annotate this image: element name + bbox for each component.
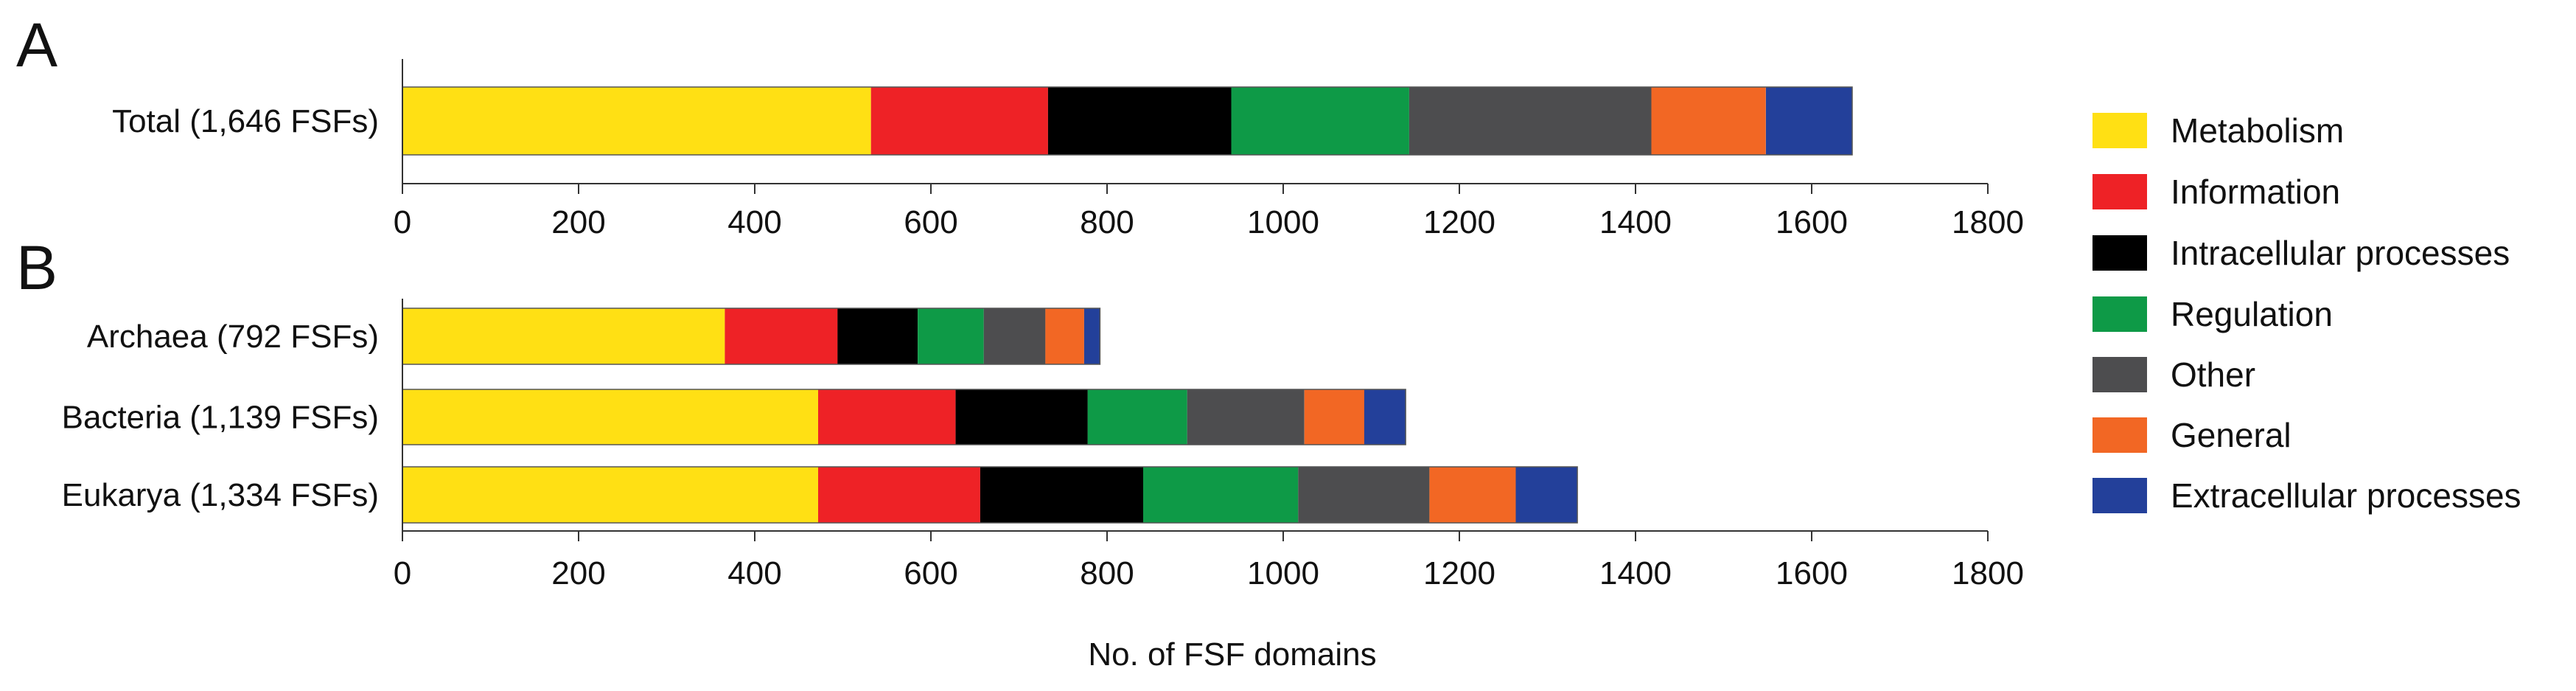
bar-segment-information <box>870 87 1048 155</box>
x-tick-label: 1400 <box>1599 204 1672 240</box>
bar-segment-regulation <box>1231 87 1409 155</box>
category-label: Bacteria (1,139 FSFs) <box>62 400 379 436</box>
bar-segment-regulation <box>1143 467 1299 523</box>
legend-label-other: Other <box>2171 355 2255 394</box>
legend-label-general: General <box>2171 416 2291 454</box>
panel-letter-a: A <box>16 10 57 80</box>
bar-segment-other <box>1409 87 1652 155</box>
x-tick-label: 1200 <box>1423 555 1495 591</box>
x-tick-label: 800 <box>1080 555 1134 591</box>
x-tick-label: 400 <box>727 204 781 240</box>
bar-segment-metabolism <box>402 467 818 523</box>
legend-swatch-metabolism <box>2092 113 2147 148</box>
x-tick-label: 400 <box>727 555 781 591</box>
legend-swatch-regulation <box>2092 296 2147 332</box>
bar-segment-extracellular-processes <box>1364 389 1406 445</box>
legend-swatch-other <box>2092 357 2147 392</box>
x-tick-label: 0 <box>394 204 411 240</box>
legend-label-information: Information <box>2171 173 2340 211</box>
x-tick-label: 800 <box>1080 204 1134 240</box>
bar-segment-information <box>725 308 838 364</box>
legend-label-extracellular-processes: Extracellular processes <box>2171 476 2521 515</box>
x-tick-label: 200 <box>551 204 605 240</box>
x-tick-label: 600 <box>904 555 957 591</box>
bar-segment-general <box>1304 389 1364 445</box>
x-tick-label: 1000 <box>1247 204 1319 240</box>
bar-segment-information <box>818 467 980 523</box>
x-axis-label: No. of FSF domains <box>1088 636 1376 673</box>
category-label: Archaea (792 FSFs) <box>87 319 379 355</box>
bar-segment-information <box>818 389 956 445</box>
bar-segment-regulation <box>918 308 984 364</box>
legend-label-metabolism: Metabolism <box>2171 111 2344 150</box>
panel-b: Archaea (792 FSFs) Bacteria (1,139 FSFs) E… <box>62 299 2024 591</box>
x-tick-label: 600 <box>904 204 957 240</box>
x-tick-label: 1800 <box>1952 204 2024 240</box>
bar-segment-other <box>1298 467 1430 523</box>
bar-segment-intracellular-processes <box>980 467 1143 523</box>
legend-swatch-general <box>2092 417 2147 453</box>
x-tick-label: 1600 <box>1776 204 1848 240</box>
bar-segment-general <box>1045 308 1084 364</box>
x-tick-label: 1200 <box>1423 204 1495 240</box>
panel-letter-b: B <box>16 233 57 302</box>
x-tick-label: 200 <box>551 555 605 591</box>
bar-segment-extracellular-processes <box>1765 87 1852 155</box>
bar-segment-other <box>1187 389 1305 445</box>
bar-segment-general <box>1651 87 1766 155</box>
x-tick-label: 1600 <box>1776 555 1848 591</box>
bar-segment-intracellular-processes <box>955 389 1088 445</box>
chart-panels: Total (1,646 FSFs) 0 200 400 600 800 1000 1200 1… <box>62 59 2024 591</box>
bar-segment-general <box>1429 467 1516 523</box>
legend-label-regulation: Regulation <box>2171 295 2333 333</box>
bar-segment-regulation <box>1087 389 1187 445</box>
bar-segment-metabolism <box>402 389 818 445</box>
bar-segment-intracellular-processes <box>837 308 918 364</box>
panel-a: Total (1,646 FSFs) 0 200 400 600 800 1000 1200 1… <box>112 59 2024 240</box>
legend-label-intracellular-processes: Intracellular processes <box>2171 234 2510 272</box>
legend-swatch-information <box>2092 174 2147 209</box>
category-label: Eukarya (1,334 FSFs) <box>62 477 379 513</box>
bar-segment-metabolism <box>402 308 725 364</box>
x-tick-label: 1000 <box>1247 555 1319 591</box>
bar-segment-intracellular-processes <box>1047 87 1232 155</box>
bar-segment-metabolism <box>402 87 871 155</box>
bar-segment-other <box>983 308 1046 364</box>
bar-segment-extracellular-processes <box>1083 308 1100 364</box>
x-tick-label: 0 <box>394 555 411 591</box>
chart-legend: Metabolism Information Intracellular proce… <box>2092 111 2521 515</box>
legend-swatch-intracellular-processes <box>2092 235 2147 271</box>
category-label: Total (1,646 FSFs) <box>112 103 379 139</box>
x-tick-label: 1800 <box>1952 555 2024 591</box>
bar-segment-extracellular-processes <box>1515 467 1578 523</box>
x-tick-label: 1400 <box>1599 555 1672 591</box>
legend-swatch-extracellular-processes <box>2092 478 2147 513</box>
